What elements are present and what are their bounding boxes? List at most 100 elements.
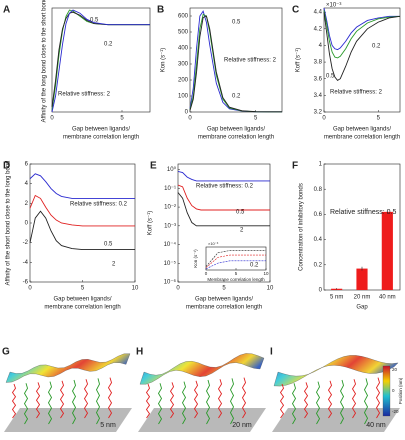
annotation: 0.5 bbox=[326, 74, 335, 80]
y-tick-label: 200 bbox=[178, 78, 189, 84]
panel-letter: B bbox=[157, 5, 164, 16]
line-series bbox=[205, 260, 266, 270]
annotation: Relative stiffness: 2 bbox=[224, 58, 277, 64]
x-tick-label: 5 nm bbox=[330, 295, 343, 301]
y-tick-label: 0.8 bbox=[314, 187, 323, 193]
bond-spring bbox=[327, 380, 333, 419]
annotation: 0.5 bbox=[104, 242, 113, 248]
x-axis-label: Gap between ligands/ bbox=[72, 127, 130, 133]
bond-spring bbox=[303, 382, 309, 419]
y-tick-label: 300 bbox=[178, 62, 189, 68]
bond-spring bbox=[107, 377, 113, 419]
y-tick-label: 400 bbox=[178, 46, 189, 52]
panel-letter: E bbox=[150, 161, 157, 172]
bond-spring bbox=[241, 377, 247, 419]
colorbar-tick-label: 20 bbox=[392, 367, 398, 372]
x-tick-label: 10 bbox=[263, 271, 269, 276]
x-axis-label: Gap between ligands/ bbox=[53, 297, 111, 303]
line-series bbox=[205, 254, 266, 268]
y-tick-label: 3.2 bbox=[314, 110, 323, 116]
y-tick-label: 4.2 bbox=[314, 26, 323, 32]
y-tick-label: 0.4 bbox=[314, 237, 323, 243]
y-tick-label: 3.8 bbox=[314, 60, 323, 66]
bond-spring bbox=[279, 383, 285, 419]
x-tick-label: 5 bbox=[377, 116, 381, 122]
panel-letter: F bbox=[292, 161, 298, 172]
y-tick-label: 600 bbox=[178, 14, 189, 20]
x-tick-label: 5 bbox=[235, 271, 238, 276]
y-axis-label: Kon (s⁻¹) bbox=[193, 249, 198, 268]
x-tick-label: 0 bbox=[322, 116, 326, 122]
y-tick-label: 10⁻² bbox=[164, 205, 176, 211]
gap-label: 20 nm bbox=[232, 422, 252, 429]
line-series bbox=[177, 192, 270, 227]
y-axis-label: Kon (s⁻¹) bbox=[161, 48, 167, 73]
y-tick-label: 100 bbox=[178, 94, 189, 100]
annotation: 0.2 bbox=[104, 42, 113, 48]
y-tick-label: 4 bbox=[319, 43, 323, 49]
annotation: 0.2 bbox=[232, 94, 241, 100]
x-axis-label: membrane correlation length bbox=[198, 135, 274, 141]
bond-spring bbox=[217, 379, 223, 419]
colorbar-tick-label: 0 bbox=[392, 388, 395, 393]
annotation: Relative stiffness: 0.2 bbox=[70, 202, 128, 208]
x-tick-label: 0 bbox=[28, 286, 32, 292]
annotation: 0.5 bbox=[236, 210, 245, 216]
y-tick-label: 0 bbox=[319, 288, 323, 294]
annotation: 2 bbox=[240, 228, 244, 234]
bond-spring bbox=[23, 383, 29, 425]
panel-letter: C bbox=[292, 5, 299, 16]
bond-spring bbox=[339, 379, 345, 425]
y-tick-label: 6 bbox=[25, 162, 29, 168]
y-tick-label: 10⁰ bbox=[167, 166, 177, 173]
y-tick-label: -4 bbox=[23, 260, 29, 266]
line-series bbox=[29, 194, 135, 227]
annotation: Relative stiffness: 2 bbox=[330, 90, 383, 96]
x-tick-label: 20 nm bbox=[354, 295, 371, 301]
annotation: 0.2 bbox=[372, 44, 381, 50]
x-axis-label: Gap bbox=[356, 305, 368, 311]
y-tick-label: 0 bbox=[25, 221, 29, 227]
bond-spring bbox=[59, 380, 65, 419]
line-series bbox=[205, 250, 266, 267]
bond-spring bbox=[35, 382, 41, 419]
y-axis-label: Concentration of inhibitory bonds bbox=[299, 183, 305, 271]
substrate bbox=[138, 408, 266, 432]
line-series bbox=[323, 10, 401, 59]
substrate bbox=[4, 408, 132, 432]
x-tick-label: 5 bbox=[81, 286, 85, 292]
line-series bbox=[29, 173, 135, 199]
x-axis-label: Gap between ligands/ bbox=[207, 127, 265, 133]
panel-letter: G bbox=[2, 347, 10, 358]
bond-spring bbox=[145, 383, 151, 419]
bond-spring bbox=[205, 379, 211, 425]
bond-spring bbox=[181, 381, 187, 425]
panel-letter: D bbox=[3, 161, 10, 172]
colorbar-tick-label: -20 bbox=[392, 409, 399, 414]
y-tick-label: 3.4 bbox=[314, 93, 323, 99]
y-tick-label: -6 bbox=[23, 280, 29, 286]
line-series bbox=[323, 12, 401, 81]
annotation: 2 bbox=[112, 262, 116, 268]
x-tick-label: 40 nm bbox=[379, 295, 396, 301]
bond-spring bbox=[351, 379, 357, 419]
x-tick-label: 10 bbox=[132, 286, 139, 292]
inset-background bbox=[206, 247, 266, 270]
y-tick-label: 3.6 bbox=[314, 76, 323, 82]
y-tick-label: -2 bbox=[23, 240, 29, 246]
annotation: Relative stiffness: 2 bbox=[58, 92, 111, 98]
plot-frame bbox=[189, 7, 283, 113]
membrane-surface bbox=[273, 355, 399, 387]
y-tick-label: 4 bbox=[25, 181, 29, 187]
y-axis-label: Koff (s⁻¹) bbox=[148, 211, 154, 235]
x-tick-label: 10 bbox=[267, 286, 274, 292]
bond-spring bbox=[11, 383, 17, 419]
gap-label: 5 nm bbox=[100, 422, 116, 429]
y-axis-label: Affinity of the short bond close to the … bbox=[6, 161, 12, 286]
bond-spring bbox=[83, 379, 89, 419]
axis-multiplier: ×10⁻³ bbox=[208, 241, 219, 246]
x-axis-label: Membrane correlation length bbox=[207, 277, 265, 282]
bond-spring bbox=[157, 383, 163, 425]
substrate bbox=[272, 408, 400, 432]
